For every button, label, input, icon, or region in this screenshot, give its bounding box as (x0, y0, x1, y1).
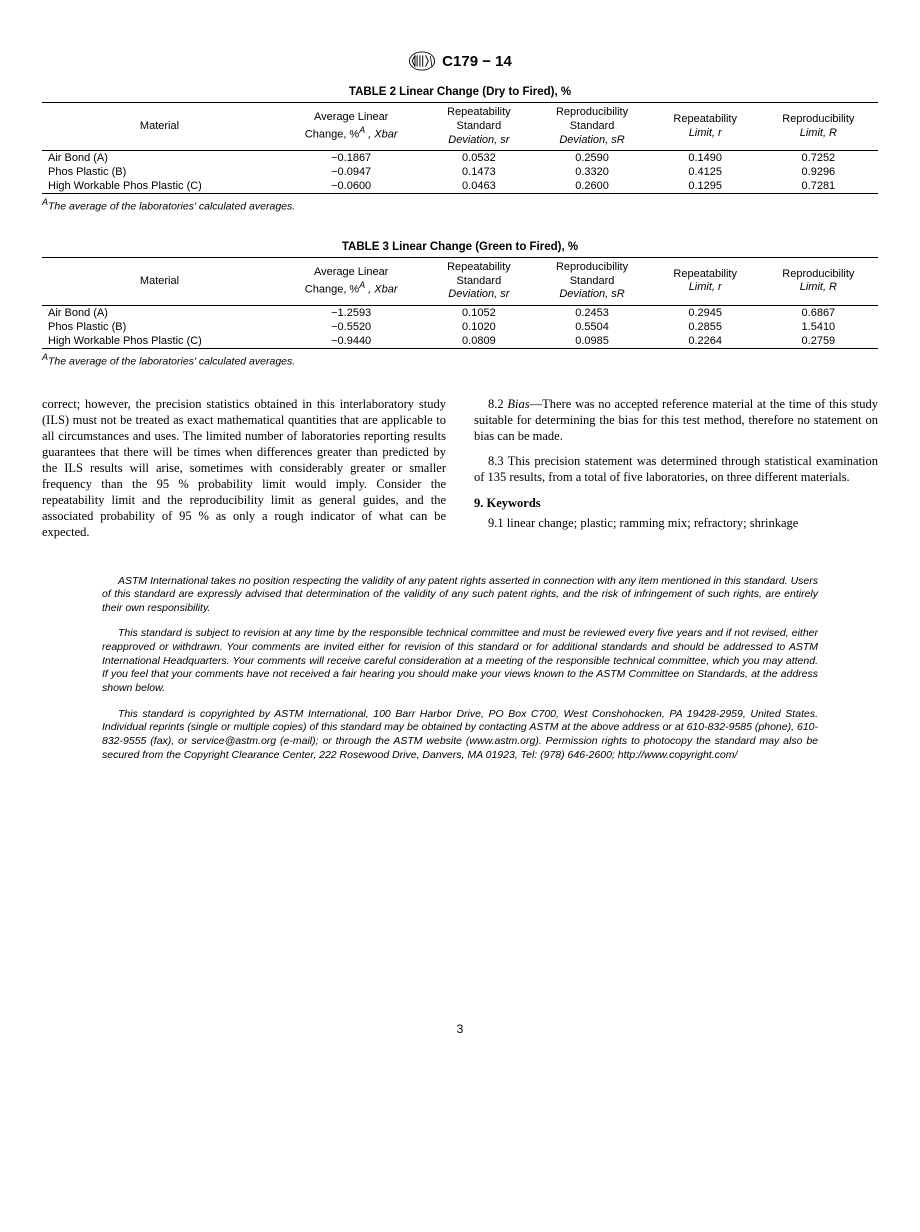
t2-col-sR: ReproducibilityStandardDeviation, sR (532, 103, 651, 151)
legal-p3: This standard is copyrighted by ASTM Int… (102, 708, 818, 763)
t2-col-R: ReproducibilityLimit, R (759, 103, 878, 151)
table-row: High Workable Phos Plastic (C)−0.06000.0… (42, 179, 878, 194)
t3-col-r: RepeatabilityLimit, r (652, 257, 759, 305)
t2-col-avglinear: Average Linear Change, %A , Xbar (277, 103, 425, 151)
t3-col-sr: RepeatabilityStandardDeviation, sr (425, 257, 532, 305)
document-id: C179 − 14 (442, 53, 512, 70)
t2-col-material: Material (42, 103, 277, 151)
table-3: Material Average Linear Change, %A , Xba… (42, 257, 878, 349)
t3-col-avglinear: Average Linear Change, %A , Xbar (277, 257, 425, 305)
table-2-footnote: AThe average of the laboratories' calcul… (42, 197, 878, 213)
table-2-block: TABLE 2 Linear Change (Dry to Fired), % … (42, 86, 878, 213)
page-header: C179 − 14 (42, 50, 878, 76)
para-8-3: 8.3 This precision statement was determi… (474, 453, 878, 485)
table-2-title: TABLE 2 Linear Change (Dry to Fired), % (42, 86, 878, 98)
t3-col-sR: ReproducibilityStandardDeviation, sR (532, 257, 651, 305)
table-row: Phos Plastic (B)−0.09470.14730.33200.412… (42, 165, 878, 179)
table-row: Air Bond (A)−1.25930.10520.24530.29450.6… (42, 306, 878, 321)
legal-p1: ASTM International takes no position res… (102, 575, 818, 616)
t3-col-R: ReproducibilityLimit, R (759, 257, 878, 305)
para-8-2: 8.2 Bias—There was no accepted reference… (474, 396, 878, 444)
para-left-1: correct; however, the precision statisti… (42, 396, 446, 540)
section-9-title: 9. Keywords (474, 495, 878, 511)
table-2: Material Average Linear Change, %A , Xba… (42, 102, 878, 194)
left-column: correct; however, the precision statisti… (42, 396, 446, 549)
t2-col-r: RepeatabilityLimit, r (652, 103, 759, 151)
table-3-footnote: AThe average of the laboratories' calcul… (42, 352, 878, 368)
legal-p2: This standard is subject to revision at … (102, 627, 818, 695)
right-column: 8.2 Bias—There was no accepted reference… (474, 396, 878, 549)
legal-block: ASTM International takes no position res… (102, 575, 818, 763)
table-row: High Workable Phos Plastic (C)−0.94400.0… (42, 334, 878, 349)
table-3-block: TABLE 3 Linear Change (Green to Fired), … (42, 241, 878, 368)
t3-col-material: Material (42, 257, 277, 305)
page-number: 3 (42, 1022, 878, 1036)
table-row: Air Bond (A)−0.18670.05320.25900.14900.7… (42, 151, 878, 166)
table-3-title: TABLE 3 Linear Change (Green to Fired), … (42, 241, 878, 253)
t2-col-sr: RepeatabilityStandardDeviation, sr (425, 103, 532, 151)
table-row: Phos Plastic (B)−0.55200.10200.55040.285… (42, 320, 878, 334)
astm-logo-icon (408, 50, 436, 72)
para-9-1: 9.1 linear change; plastic; ramming mix;… (474, 515, 878, 531)
body-columns: correct; however, the precision statisti… (42, 396, 878, 549)
